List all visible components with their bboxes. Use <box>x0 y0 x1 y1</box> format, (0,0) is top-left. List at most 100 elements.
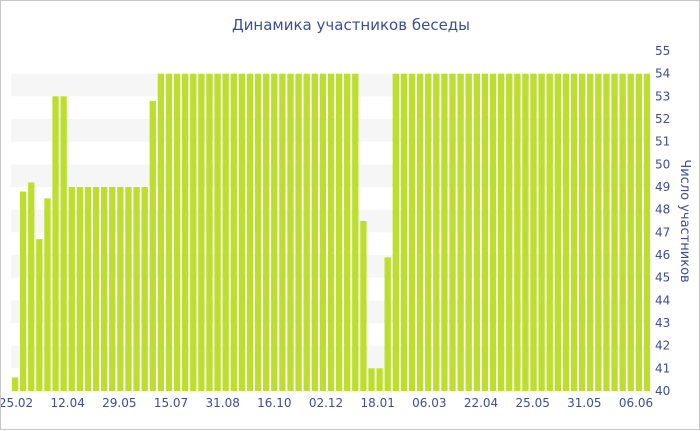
bar <box>254 73 262 392</box>
bar <box>514 73 521 392</box>
y-tick-label: 49 <box>655 180 670 194</box>
bar <box>238 73 246 392</box>
bar <box>578 73 586 392</box>
y-axis-ticks: 40 41 42 43 44 45 46 47 48 49 50 51 52 53 54 55 <box>655 44 670 398</box>
bar <box>570 73 578 392</box>
bar <box>619 73 626 392</box>
bar <box>319 73 327 392</box>
y-tick-label: 41 <box>655 361 670 375</box>
x-tick-label: 18.01 <box>361 396 395 410</box>
bar <box>352 73 359 392</box>
bar <box>222 73 229 392</box>
bar <box>60 96 67 391</box>
bar <box>392 73 399 392</box>
bar <box>595 73 602 392</box>
bar <box>627 73 634 392</box>
bar <box>603 73 610 392</box>
bar <box>263 73 270 392</box>
bar <box>457 73 464 392</box>
y-tick-label: 51 <box>655 135 670 149</box>
bar <box>190 73 197 392</box>
bar <box>19 191 27 391</box>
bar <box>473 73 480 392</box>
bar <box>303 73 310 392</box>
bar <box>425 73 432 392</box>
x-tick-label: 31.08 <box>206 396 240 410</box>
bar <box>52 96 59 391</box>
bar <box>36 239 43 391</box>
y-tick-label: 42 <box>655 339 670 353</box>
bar <box>384 257 391 391</box>
bar <box>522 73 529 392</box>
y-tick-label: 47 <box>655 225 670 239</box>
y-tick-label: 46 <box>655 248 670 262</box>
x-tick-label: 31.05 <box>567 396 601 410</box>
bar <box>11 377 19 391</box>
bar <box>441 73 448 392</box>
bar <box>433 73 440 392</box>
bar <box>125 187 132 391</box>
y-tick-label: 43 <box>655 316 670 330</box>
bar <box>376 368 383 391</box>
bar <box>530 73 537 392</box>
bar <box>157 73 165 392</box>
x-axis-ticks: 25.02 12.04 29.05 15.07 31.08 16.10 02.12 18.01… <box>1 396 653 410</box>
bar <box>246 73 254 392</box>
bar <box>44 198 51 391</box>
bar <box>449 73 456 392</box>
bar <box>28 182 35 391</box>
bar <box>173 73 181 392</box>
x-tick-label: 15.07 <box>154 396 188 410</box>
bar <box>287 73 294 392</box>
y-tick-label: 53 <box>655 89 670 103</box>
bar <box>481 73 489 392</box>
bar <box>279 73 286 392</box>
bar <box>611 73 618 392</box>
bar <box>311 73 318 392</box>
bar <box>562 73 570 392</box>
chart-title: Динамика участников беседы <box>232 16 470 34</box>
y-tick-label: 54 <box>655 67 670 81</box>
bar <box>133 187 140 391</box>
bar <box>198 73 205 392</box>
bar <box>214 73 221 392</box>
y-tick-label: 44 <box>655 293 670 307</box>
x-tick-label: 06.03 <box>412 396 446 410</box>
bar <box>643 73 651 392</box>
bar-series <box>11 73 651 392</box>
x-tick-label: 16.10 <box>257 396 291 410</box>
x-tick-label: 12.04 <box>51 396 85 410</box>
y-tick-label: 55 <box>655 44 670 58</box>
bar <box>489 73 497 392</box>
bar <box>76 187 84 391</box>
bar <box>465 73 472 392</box>
y-tick-label: 40 <box>655 384 670 398</box>
grid-band <box>11 51 651 74</box>
bar <box>368 368 375 391</box>
x-tick-label: 25.05 <box>516 396 550 410</box>
bar <box>149 100 156 392</box>
bar <box>230 73 237 392</box>
bar <box>109 187 116 391</box>
y-tick-label: 50 <box>655 157 670 171</box>
bar <box>546 73 553 392</box>
bar <box>400 73 408 392</box>
x-tick-label: 22.04 <box>464 396 498 410</box>
bar <box>335 73 343 392</box>
y-tick-label: 52 <box>655 112 670 126</box>
x-tick-label: 06.06 <box>619 396 653 410</box>
bar <box>554 73 561 392</box>
x-tick-label: 25.02 <box>1 396 33 410</box>
bar <box>506 73 513 392</box>
bar <box>182 73 189 392</box>
bar <box>117 187 124 391</box>
y-tick-label: 48 <box>655 203 670 217</box>
bar <box>327 73 335 392</box>
bar <box>497 73 505 392</box>
x-tick-label: 02.12 <box>309 396 343 410</box>
bar <box>344 73 351 392</box>
bar <box>360 221 367 391</box>
bar <box>408 73 416 392</box>
